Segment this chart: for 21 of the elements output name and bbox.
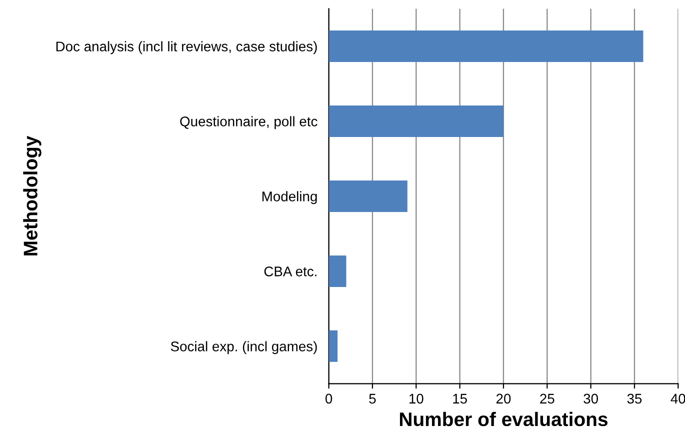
x-tick-label: 20 [496,394,511,404]
bar [328,105,504,137]
x-tick-label: 35 [627,394,642,404]
y-tick-label: Modeling [262,191,317,204]
x-tick-label: 15 [453,394,467,404]
bar [328,180,408,212]
bar [328,30,644,62]
x-tick-label: 40 [670,394,685,404]
x-tick-label: 10 [409,394,424,404]
y-axis-title: Methodology [23,136,42,256]
bar [328,255,346,287]
y-tick-label: CBA etc. [264,266,316,276]
x-tick-label: 30 [584,394,598,404]
x-tick-label: 0 [325,394,332,404]
x-tick-label: 25 [540,394,554,404]
y-tick-label: Doc analysis (incl lit reviews, case studies) [56,41,317,54]
x-tick-label: 5 [369,394,376,404]
y-tick-label: Questionnaire, poll etc [180,116,318,130]
bar [328,330,338,362]
y-tick-label: Social exp. (incl games) [170,341,317,354]
x-axis-title: Number of evaluations [400,412,608,426]
